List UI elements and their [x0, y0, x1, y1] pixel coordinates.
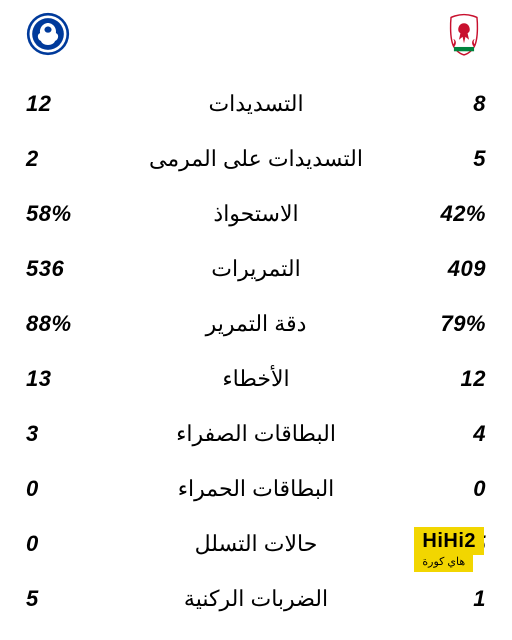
stat-left-value: 12	[26, 91, 116, 117]
stat-left-value: 0	[26, 476, 116, 502]
stat-left-value: 536	[26, 256, 116, 282]
stat-left-value: 3	[26, 421, 116, 447]
stat-row: 536التمريرات409	[26, 241, 486, 296]
stat-left-value: 0	[26, 531, 116, 557]
stat-label: حالات التسلل	[116, 531, 396, 557]
stat-right-value: 12	[396, 366, 486, 392]
stat-row: 13الأخطاء12	[26, 351, 486, 406]
stat-label: التمريرات	[116, 256, 396, 282]
stat-left-value: 2	[26, 146, 116, 172]
stat-label: البطاقات الصفراء	[116, 421, 396, 447]
stat-label: التسديدات على المرمى	[116, 146, 396, 172]
stat-row: 88%دقة التمرير79%	[26, 296, 486, 351]
stat-row: 12التسديدات8	[26, 76, 486, 131]
stat-right-value: 4	[396, 421, 486, 447]
team-logos-row	[0, 0, 512, 76]
watermark-bottom: هاي كورة	[414, 553, 473, 572]
stat-right-value: 79%	[396, 311, 486, 337]
stat-right-value: 5	[396, 146, 486, 172]
stat-row: 5الضربات الركنية1	[26, 571, 486, 626]
stat-left-value: 13	[26, 366, 116, 392]
stat-label: الأخطاء	[116, 366, 396, 392]
stat-label: الاستحواذ	[116, 201, 396, 227]
stat-row: 0البطاقات الحمراء0	[26, 461, 486, 516]
stat-label: البطاقات الحمراء	[116, 476, 396, 502]
stat-label: التسديدات	[116, 91, 396, 117]
stat-left-value: 5	[26, 586, 116, 612]
stat-right-value: 0	[396, 476, 486, 502]
stat-label: الضربات الركنية	[116, 586, 396, 612]
stat-right-value: 42%	[396, 201, 486, 227]
stat-label: دقة التمرير	[116, 311, 396, 337]
stat-left-value: 88%	[26, 311, 116, 337]
stat-row: 3البطاقات الصفراء4	[26, 406, 486, 461]
stat-row: 2التسديدات على المرمى5	[26, 131, 486, 186]
watermark-top: HiHi2	[414, 527, 484, 555]
team-right-crest	[442, 12, 486, 56]
stat-row: 58%الاستحواذ42%	[26, 186, 486, 241]
team-left-crest	[26, 12, 70, 56]
stat-right-value: 8	[396, 91, 486, 117]
stat-right-value: 409	[396, 256, 486, 282]
watermark: HiHi2 هاي كورة	[414, 527, 484, 572]
stat-left-value: 58%	[26, 201, 116, 227]
stat-right-value: 1	[396, 586, 486, 612]
